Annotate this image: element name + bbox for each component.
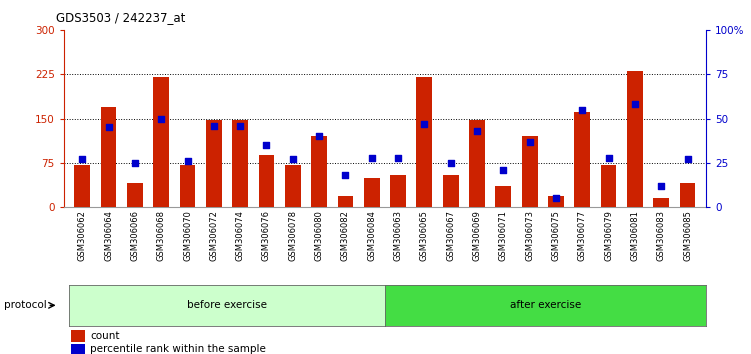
Bar	[153, 77, 169, 207]
Point	[182, 158, 194, 164]
Bar	[601, 165, 617, 207]
Point	[392, 155, 404, 160]
Text: before exercise: before exercise	[187, 300, 267, 310]
Bar	[101, 107, 116, 207]
Point	[629, 102, 641, 107]
Point	[261, 142, 273, 148]
Text: percentile rank within the sample: percentile rank within the sample	[90, 344, 266, 354]
Point	[77, 156, 89, 162]
Bar	[522, 136, 538, 207]
Text: count: count	[90, 331, 119, 341]
Point	[445, 160, 457, 166]
Point	[129, 160, 141, 166]
Bar	[363, 178, 379, 207]
Bar	[337, 196, 353, 207]
Point	[471, 128, 483, 134]
Point	[550, 195, 562, 201]
Bar	[653, 198, 669, 207]
Text: protocol: protocol	[4, 300, 47, 310]
Bar	[285, 165, 300, 207]
Point	[155, 116, 167, 121]
Bar	[311, 136, 327, 207]
Point	[655, 183, 667, 189]
Bar	[680, 183, 695, 207]
Bar	[575, 112, 590, 207]
Bar	[496, 187, 511, 207]
Text: after exercise: after exercise	[510, 300, 581, 310]
Point	[497, 167, 509, 173]
Bar	[74, 165, 90, 207]
Point	[234, 123, 246, 129]
Point	[208, 123, 220, 129]
Point	[681, 156, 693, 162]
Bar	[206, 120, 222, 207]
Bar	[627, 72, 643, 207]
Bar	[232, 120, 248, 207]
Point	[313, 133, 325, 139]
Point	[103, 125, 115, 130]
Bar	[443, 175, 459, 207]
Bar	[417, 77, 433, 207]
Point	[418, 121, 430, 127]
Point	[576, 107, 588, 113]
Text: GDS3503 / 242237_at: GDS3503 / 242237_at	[56, 11, 185, 24]
Bar	[391, 175, 406, 207]
Point	[287, 156, 299, 162]
Point	[602, 155, 614, 160]
Bar	[127, 183, 143, 207]
Point	[339, 172, 351, 178]
Bar	[179, 165, 195, 207]
Point	[366, 155, 378, 160]
Bar	[469, 120, 485, 207]
Bar	[548, 196, 564, 207]
Bar	[258, 155, 274, 207]
Point	[523, 139, 535, 144]
